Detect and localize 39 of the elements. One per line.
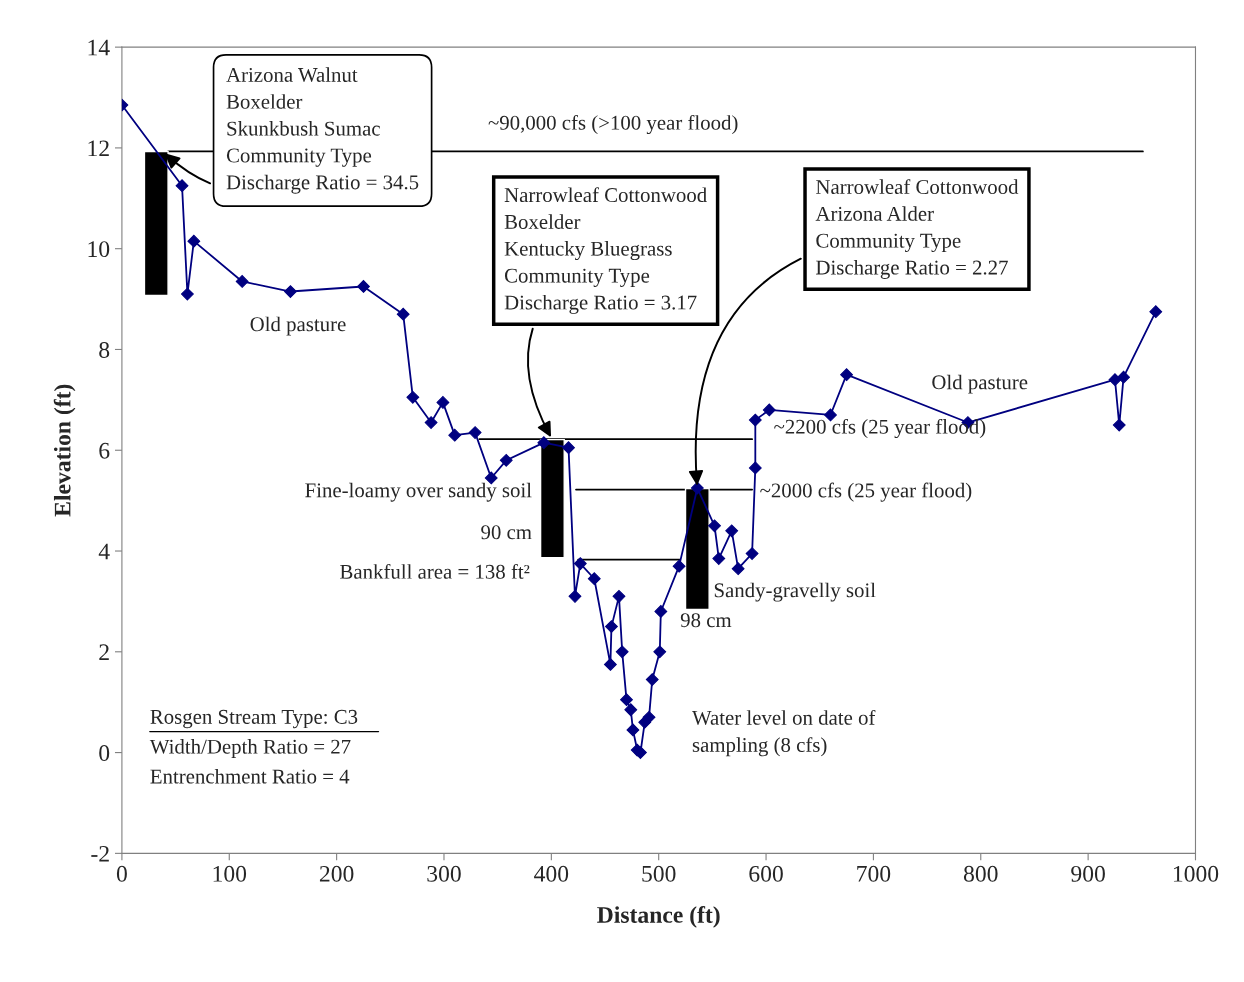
annotation: Width/Depth Ratio = 27	[149, 739, 351, 758]
annotation: Water level on date of sampling (8 cfs)	[692, 709, 876, 757]
x-tick-label: 1000	[1173, 865, 1219, 882]
annotation: Old pasture	[250, 316, 346, 336]
annotation: Arizona Walnut Boxelder Skunkbush Sumac Community Type Discharge Ratio = 34.5	[226, 67, 419, 194]
annotation: ~2200 cfs (25 year flood)	[774, 418, 986, 439]
annotation: ~2000 cfs (25 year flood)	[760, 482, 972, 502]
annotation: Entrenchment Ratio = 4	[150, 768, 350, 784]
y-axis-title: Elevation (ft)	[53, 384, 76, 517]
y-tick-label: 2	[99, 644, 109, 660]
x-tick-label: 900	[1071, 865, 1105, 882]
y-tick-label: -2	[91, 845, 109, 862]
x-tick-label: 600	[749, 865, 783, 882]
annotation: Sandy-gravelly soil	[714, 582, 876, 602]
annotation: ~90,000 cfs (>100 year flood)	[488, 114, 738, 135]
x-tick-label: 300	[427, 865, 461, 882]
x-axis-title: Distance (ft)	[597, 906, 720, 928]
y-tick-label: 0	[99, 745, 110, 761]
y-tick-label: 6	[99, 442, 110, 459]
annotation: Fine-loamy over sandy soil	[305, 482, 532, 502]
annotation: Bankfull area = 138 ft²	[340, 563, 530, 579]
x-tick-label: 100	[213, 865, 247, 882]
annotation: Rosgen Stream Type: C3	[150, 709, 358, 729]
y-tick-label: 4	[98, 543, 110, 560]
x-tick-label: 400	[534, 865, 569, 882]
x-tick-label: 700	[857, 865, 891, 882]
annotation: Narrowleaf Cottonwood Arizona Alder Community Type Discharge Ratio = 2.27	[815, 179, 1019, 279]
annotation: Old pasture	[932, 374, 1028, 394]
y-tick-label: 12	[88, 140, 109, 157]
x-tick-label: 800	[963, 865, 998, 882]
annotation: 98 cm	[680, 613, 732, 628]
y-tick-label: 8	[99, 341, 110, 358]
annotation: 90 cm	[481, 525, 532, 540]
annotation: Narrowleaf Cottonwood Boxelder Kentucky Bluegrass Community Type Discharge Ratio = 3.17	[504, 187, 707, 314]
x-tick-label: 500	[642, 865, 676, 882]
x-tick-label: 200	[319, 865, 354, 882]
y-tick-label: 10	[88, 241, 110, 258]
y-tick-label: 14	[88, 39, 110, 56]
x-tick-label: 0	[116, 865, 127, 882]
